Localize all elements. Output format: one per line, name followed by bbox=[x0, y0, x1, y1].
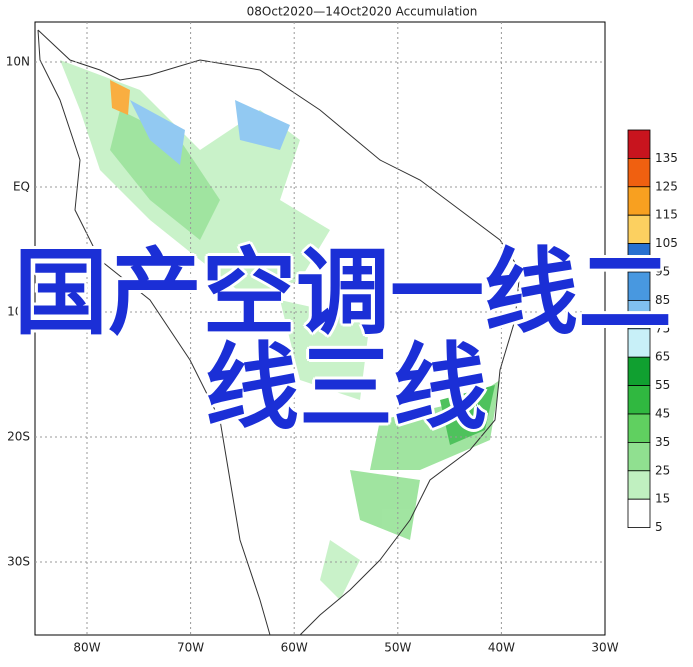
colorbar-label: 25 bbox=[655, 463, 670, 477]
colorbar-cell bbox=[627, 470, 651, 500]
colorbar-cell bbox=[627, 186, 651, 216]
lon-label: 60W bbox=[281, 641, 308, 655]
colorbar-label: 105 bbox=[655, 236, 678, 250]
colorbar-cell bbox=[627, 157, 651, 188]
colorbar-label: 115 bbox=[655, 208, 678, 222]
colorbar-cell bbox=[627, 413, 651, 443]
colorbar-label: 5 bbox=[655, 520, 663, 534]
overlay-line-2: 线三线 bbox=[205, 334, 488, 443]
lat-label: 10N bbox=[6, 55, 30, 69]
colorbar-label: 75 bbox=[655, 321, 670, 335]
colorbar-label: 35 bbox=[655, 435, 670, 449]
coastline bbox=[37, 29, 521, 636]
colorbar-label: 55 bbox=[655, 378, 670, 392]
colorbar-label: 125 bbox=[655, 179, 678, 193]
colorbar-label: 65 bbox=[655, 350, 670, 364]
colorbar-label: 95 bbox=[655, 265, 670, 279]
lon-label: 50W bbox=[384, 641, 411, 655]
lat-label: EQ bbox=[13, 180, 30, 194]
colorbar-cell bbox=[627, 356, 651, 387]
lon-label: 70W bbox=[177, 641, 204, 655]
lon-label: 80W bbox=[73, 641, 100, 655]
colorbar-label: 85 bbox=[655, 293, 670, 307]
lat-label: 30S bbox=[7, 555, 30, 569]
precip-areas bbox=[60, 60, 500, 600]
map-title: 08Oct2020—14Oct2020 Accumulation bbox=[247, 5, 478, 19]
colorbar-label: 45 bbox=[655, 407, 670, 421]
lon-label: 30W bbox=[591, 641, 618, 655]
colorbar-label: 15 bbox=[655, 492, 670, 506]
lat-label: 20S bbox=[7, 430, 30, 444]
overlay-line-1: 国产空调一线二 bbox=[14, 239, 673, 348]
colorbar-cell bbox=[627, 498, 651, 529]
lon-label: 40W bbox=[488, 641, 515, 655]
colorbar-cell bbox=[627, 441, 651, 472]
colorbar-cell bbox=[627, 129, 651, 159]
colorbar-label: 135 bbox=[655, 151, 678, 165]
colorbar-cell bbox=[627, 385, 651, 415]
lat-label: 10S bbox=[7, 305, 30, 319]
